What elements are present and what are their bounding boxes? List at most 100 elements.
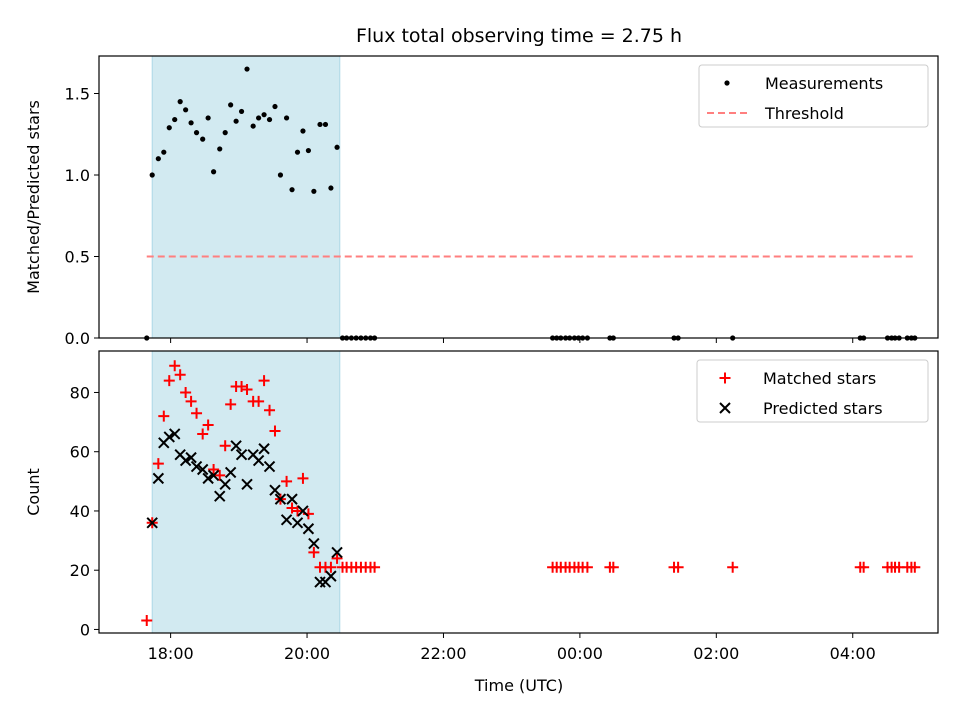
matched-star-point xyxy=(225,398,237,410)
predicted-star-point xyxy=(286,493,298,505)
matched-star-point xyxy=(672,561,684,573)
y-axis-label: Count xyxy=(24,468,43,516)
predicted-star-point xyxy=(235,448,248,461)
y-tick-label: 1.0 xyxy=(65,166,90,185)
predicted-star-point xyxy=(308,537,320,550)
matched-star-point xyxy=(152,458,164,470)
legend: Matched stars Predicted stars xyxy=(696,359,929,423)
matched-star-point xyxy=(241,384,253,396)
measurement-point xyxy=(238,108,245,115)
predicted-star-point xyxy=(202,472,214,485)
measurement-point xyxy=(172,116,178,123)
y-axis-label: Matched/Predicted stars xyxy=(24,100,43,294)
measurement-point xyxy=(328,185,334,191)
x-tick-label: 02:00 xyxy=(693,644,739,663)
measurement-point xyxy=(244,66,250,72)
matched-star-point xyxy=(180,386,192,398)
y-tick-label: 0.5 xyxy=(65,247,90,266)
predicted-star-point xyxy=(190,460,203,473)
legend-handle xyxy=(719,402,731,414)
predicted-star-point xyxy=(302,523,315,535)
x-tick-label: 20:00 xyxy=(284,644,330,663)
matched-star-point xyxy=(858,561,870,573)
matched-star-point xyxy=(208,463,220,475)
measurement-point xyxy=(272,103,278,110)
measurement-point xyxy=(277,172,284,178)
measurement-point xyxy=(283,115,290,121)
panel-2: 0 20 40 60 80 18:00 20:00 22:00 00:00 02:00 04:00 C… xyxy=(24,350,939,663)
matched-star-point xyxy=(253,395,265,407)
matched-star-point xyxy=(219,440,231,452)
measurement-point xyxy=(193,130,200,136)
measurement-point xyxy=(166,125,172,131)
matched-star-point xyxy=(214,469,226,481)
measurement-point xyxy=(305,147,312,154)
y-tick-label: 40 xyxy=(70,502,90,521)
predicted-star-point xyxy=(291,517,304,529)
legend: Measurements Threshold xyxy=(698,64,929,128)
predicted-star-point xyxy=(169,428,181,440)
matched-star-point xyxy=(191,407,203,419)
measurement-point xyxy=(188,120,194,126)
legend-label: Threshold xyxy=(764,104,844,123)
predicted-star-point xyxy=(241,478,253,491)
predicted-star-point xyxy=(185,451,197,464)
matched-star-point xyxy=(269,425,281,437)
matched-star-point xyxy=(909,561,921,573)
x-axis-label: Time (UTC) xyxy=(474,676,563,695)
measurement-point xyxy=(233,118,239,124)
measurement-point xyxy=(266,116,273,123)
matched-star-point xyxy=(281,475,293,487)
matched-star-point xyxy=(141,615,153,627)
matched-star-point xyxy=(163,375,175,387)
measurement-point xyxy=(228,102,234,108)
predicted-star-point xyxy=(274,493,287,505)
x-tick-label: 18:00 xyxy=(148,644,194,663)
measurement-point xyxy=(217,146,223,152)
measurement-point xyxy=(261,112,267,118)
legend-box xyxy=(698,64,929,128)
matched-star-point xyxy=(158,410,170,422)
predicted-star-point xyxy=(280,514,293,526)
matched-star-point xyxy=(185,395,197,407)
matched-star-point xyxy=(169,360,181,372)
matched-star-point xyxy=(291,505,303,517)
measurement-point xyxy=(289,187,295,193)
matched-star-point xyxy=(264,404,276,416)
measurement-point xyxy=(334,144,340,150)
predicted-star-point xyxy=(163,431,175,443)
axes-frame xyxy=(98,350,939,634)
predicted-star-point xyxy=(230,440,242,452)
measurement-point xyxy=(300,128,306,134)
measurement-point xyxy=(256,115,262,121)
series-matched-stars xyxy=(141,360,921,627)
measurement-point xyxy=(200,136,206,142)
measurement-point xyxy=(311,188,317,194)
predicted-star-point xyxy=(207,469,220,482)
predicted-star-point xyxy=(146,517,158,529)
legend-label: Measurements xyxy=(765,74,883,93)
predicted-star-point xyxy=(219,478,231,491)
matched-star-point xyxy=(581,561,593,573)
measurement-point xyxy=(183,107,189,113)
measurement-point xyxy=(222,130,228,136)
predicted-star-point xyxy=(325,570,337,582)
shaded-interval xyxy=(151,55,341,339)
measurement-point xyxy=(322,121,329,128)
measurement-point xyxy=(210,169,217,175)
y-tick-label: 80 xyxy=(70,383,90,402)
matched-star-point xyxy=(369,561,381,573)
series-measurements xyxy=(144,66,918,341)
measurement-point xyxy=(155,156,161,162)
matched-star-point xyxy=(258,375,270,387)
panel-1: 0.0 0.5 1.0 1.5 Matched/Predicted stars Measu… xyxy=(24,55,939,348)
legend-label: Predicted stars xyxy=(763,399,883,418)
predicted-star-point xyxy=(214,490,226,502)
y-tick-label: 0 xyxy=(80,620,90,639)
measurement-point xyxy=(205,115,211,121)
matched-star-point xyxy=(325,561,337,573)
predicted-star-point xyxy=(196,463,209,476)
measurement-point xyxy=(177,99,183,105)
legend-box xyxy=(696,359,929,423)
measurement-point xyxy=(294,149,301,155)
